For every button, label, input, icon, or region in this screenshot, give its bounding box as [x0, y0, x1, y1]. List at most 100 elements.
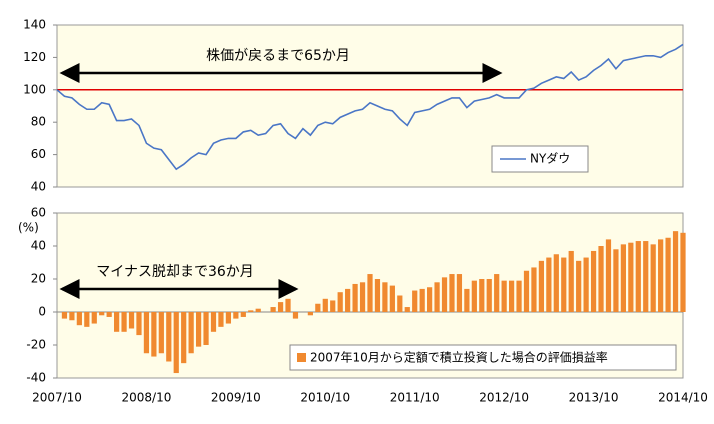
bar [389, 285, 395, 312]
bar [322, 298, 328, 312]
plot-area-top [56, 24, 684, 188]
bar [412, 290, 418, 312]
bar [419, 288, 425, 312]
bar [248, 310, 254, 312]
bar [635, 241, 641, 312]
bar [456, 274, 463, 312]
x-tick-label: 2007/10 [32, 391, 82, 405]
bar [307, 312, 313, 316]
bar [203, 312, 209, 345]
bar [508, 280, 515, 312]
y-tick-label: 40 [31, 180, 46, 194]
legend-label: NYダウ [530, 151, 570, 166]
y-tick-label: 60 [31, 147, 46, 161]
bar [374, 279, 381, 312]
bar [285, 298, 291, 312]
bar [427, 287, 433, 312]
bar [121, 312, 127, 332]
bar [61, 312, 68, 319]
bar [106, 312, 112, 317]
y-tick-label: 120 [23, 50, 46, 64]
bar [561, 257, 567, 312]
bar [449, 274, 455, 312]
bar [315, 303, 321, 312]
bar [590, 250, 597, 312]
bar [553, 254, 559, 312]
y-tick-label: 80 [31, 115, 46, 129]
bar [583, 257, 589, 312]
bar [397, 295, 403, 312]
y-tick-label: 140 [23, 18, 46, 32]
bar [531, 267, 537, 312]
x-tick-label: 2014/10 [658, 391, 708, 405]
bar [516, 280, 522, 312]
bar [292, 312, 299, 319]
legend-swatch [297, 353, 306, 362]
line [56, 43, 684, 171]
bar [665, 237, 671, 312]
bar [464, 288, 470, 312]
legend [289, 344, 677, 371]
bar [69, 312, 75, 321]
bar [643, 241, 649, 312]
x-tick-label: 2010/10 [300, 391, 350, 405]
x-tick-label: 2008/10 [121, 391, 171, 405]
bar [568, 250, 574, 312]
bar [680, 232, 686, 312]
bar [620, 244, 626, 312]
bar [598, 246, 604, 312]
bar [128, 312, 135, 329]
bar [277, 302, 284, 312]
bar [337, 292, 343, 312]
x-tick-label: 2011/10 [390, 391, 440, 405]
annotation: 株価が戻るまで65か月 [206, 48, 350, 64]
bar [479, 279, 485, 312]
bar [605, 239, 612, 312]
bar [188, 312, 194, 354]
bar [84, 312, 90, 327]
bar [613, 249, 619, 312]
unit-label: (%) [18, 221, 39, 235]
bar [210, 312, 217, 332]
bar [233, 312, 239, 319]
bar [330, 300, 336, 312]
bar [270, 307, 276, 312]
bar [181, 312, 187, 364]
y-tick-label: 40 [31, 239, 46, 253]
bar [158, 312, 164, 354]
bar [218, 312, 224, 327]
y-tick-label: -40 [26, 371, 46, 385]
bar [367, 274, 373, 312]
bar [628, 242, 634, 312]
x-tick-label: 2009/10 [211, 391, 261, 405]
bar [404, 307, 410, 312]
y-tick-label: 100 [23, 82, 46, 96]
bar [114, 312, 120, 332]
y-tick-label: 60 [31, 206, 46, 220]
bar [434, 282, 440, 312]
bar [523, 270, 530, 312]
bar [359, 282, 366, 312]
annotation: マイナス脱却まで36か月 [96, 264, 254, 280]
bar [166, 312, 172, 362]
bar [650, 244, 656, 312]
bar [173, 312, 179, 374]
bar [494, 274, 500, 312]
bar [91, 312, 97, 324]
bar [441, 277, 448, 312]
bar [143, 312, 150, 354]
bar [345, 288, 351, 312]
bar [471, 280, 477, 312]
legend-label: 2007年10月から定額で積立投資した場合の評価損益率 [310, 350, 608, 365]
bar [658, 239, 664, 312]
bar [352, 283, 358, 312]
bar [195, 312, 202, 347]
x-tick-label: 2013/10 [569, 391, 619, 405]
bar [136, 312, 142, 336]
bar [486, 279, 492, 312]
y-tick-label: 0 [38, 305, 46, 319]
bar [76, 312, 82, 326]
x-tick-label: 2012/10 [479, 391, 529, 405]
bar [382, 282, 388, 312]
bar [546, 257, 552, 312]
